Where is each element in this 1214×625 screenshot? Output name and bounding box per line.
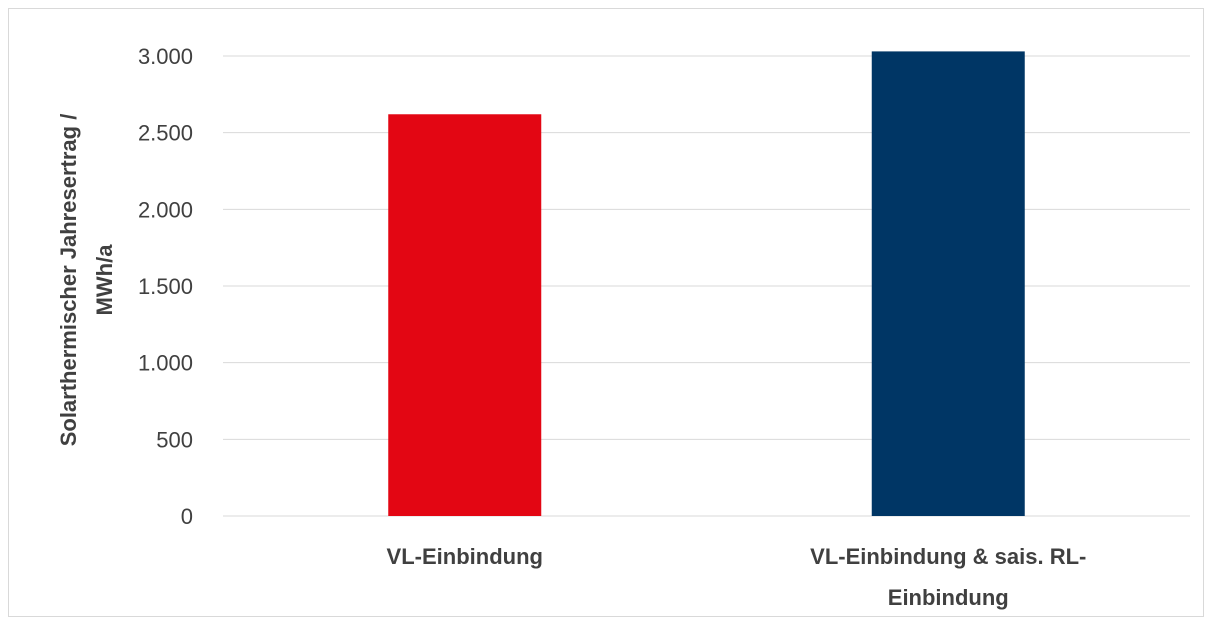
y-tick-label: 2.500 [138,121,193,146]
bar [388,114,542,517]
y-tick-label: 0 [181,504,193,529]
x-axis-labels: VL-Einbindung VL-Einbindung & sais. RL- Ei… [387,544,1087,610]
x-category-label: VL-Einbindung [387,544,543,569]
y-axis-title-line: MWh/a [92,244,117,316]
bars [388,51,1025,517]
y-axis-ticks: 0 500 1.000 1.500 2.000 2.500 3.000 [138,44,193,529]
x-category-label: VL-Einbindung & sais. RL- [810,544,1086,569]
y-tick-label: 3.000 [138,44,193,69]
y-tick-label: 1.500 [138,274,193,299]
y-tick-label: 500 [156,427,193,452]
bar [871,51,1025,517]
x-category-label: Einbindung [888,585,1009,610]
gridlines [223,55,1190,517]
y-axis-title-line: Solarthermischer Jahresertrag / [56,114,81,447]
y-tick-label: 1.000 [138,351,193,376]
y-axis-title: Solarthermischer Jahresertrag / MWh/a [56,114,117,447]
y-tick-label: 2.000 [138,197,193,222]
